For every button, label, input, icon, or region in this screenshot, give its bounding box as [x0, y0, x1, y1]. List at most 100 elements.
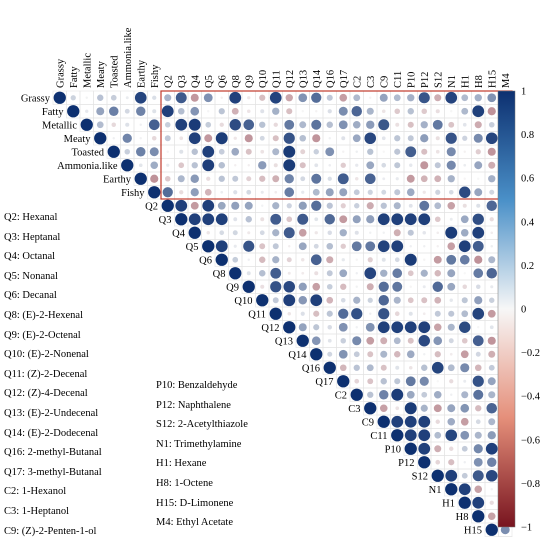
correlation-circle-Earthy-Q11	[272, 175, 280, 183]
legend-entry: P12: Naphthalene	[156, 399, 231, 411]
correlation-circle-Meaty-Q14	[312, 134, 321, 143]
correlation-circle-Q2-S12	[434, 202, 442, 210]
correlation-circle-C9-C9	[377, 415, 390, 428]
correlation-circle-Metallic-H15	[488, 121, 495, 128]
correlation-circle-Q8-N1	[447, 269, 456, 278]
correlation-circle-C3-P10	[404, 402, 417, 415]
correlation-circle-Q10-Q13	[298, 295, 308, 305]
correlation-circle-P12-H8	[473, 457, 483, 467]
correlation-circle-Meaty-Q5	[204, 134, 213, 143]
correlation-circle-Fatty-Q4	[190, 106, 200, 116]
correlation-circle-Metallic-H8	[474, 121, 482, 129]
correlation-circle-Q11-C9	[378, 308, 390, 320]
correlation-circle-Ammonia.like-Q12	[283, 159, 296, 172]
correlation-circle-Ammonia.like-C3	[366, 161, 375, 170]
correlation-circle-Fatty-Ammonia.like	[124, 108, 130, 114]
legend-entry: Q4: Octanal	[4, 251, 56, 263]
correlation-circle-Ammonia.like-Q10	[258, 161, 267, 170]
correlation-circle-Q16-Q16	[323, 361, 336, 374]
row-label-Q16: Q16	[302, 363, 320, 374]
correlation-circle-Q17-P10	[405, 376, 416, 387]
correlation-circle-Q2-C2	[354, 203, 360, 209]
correlation-circle-Earthy-Q4	[190, 174, 199, 183]
correlation-circle-Q4-Q4	[188, 226, 201, 239]
correlation-circle-Q9-S12	[432, 281, 443, 292]
correlation-circle-Earthy-Fishy	[150, 174, 159, 183]
correlation-circle-Meaty-Q17	[341, 136, 346, 141]
correlation-circle-Fatty-H1	[461, 107, 469, 115]
correlation-circle-Grassy-Q6	[220, 96, 223, 99]
row-label-Grassy: Grassy	[21, 93, 51, 104]
correlation-circle-Earthy-Q17	[337, 173, 349, 185]
correlation-circle-Q3-Q10	[260, 217, 265, 222]
correlation-circle-Grassy-C2	[353, 94, 361, 102]
row-label-C9: C9	[362, 417, 374, 428]
correlation-circle-Q2-Q5	[202, 199, 215, 212]
correlation-circle-Grassy-Meaty	[97, 94, 104, 101]
correlation-circle-Toasted-Q5	[202, 145, 215, 158]
colorbar-tick-label: 0	[521, 305, 526, 316]
correlation-circle-Toasted-Q13	[300, 149, 306, 155]
correlation-circle-Q2-Q17	[340, 203, 346, 209]
correlation-circle-Q6-C2	[355, 258, 358, 261]
correlation-circle-Q3-H15	[489, 217, 494, 222]
correlation-circle-Fishy-S12	[435, 189, 441, 195]
row-label-H15: H15	[464, 525, 482, 536]
legend-entry: Q14: (E)-2-Dodecenal	[4, 427, 99, 439]
correlation-circle-Q3-Q17	[339, 215, 348, 224]
correlation-circle-Earthy-Q2	[164, 175, 171, 182]
correlation-circle-Q6-C3	[367, 257, 373, 263]
column-label-Grassy: Grassy	[55, 58, 66, 88]
correlation-circle-Q10-H15	[489, 297, 495, 303]
correlation-circle-Q16-C2	[353, 364, 360, 371]
correlation-circle-Q11-Q16	[326, 310, 333, 317]
correlation-circle-Metallic-Q11	[273, 122, 278, 127]
correlation-circle-Q16-P10	[408, 365, 413, 370]
correlation-circle-Q3-Q6	[215, 213, 228, 226]
correlation-circle-N1-H8	[474, 485, 483, 494]
correlation-circle-Q11-H1	[461, 310, 469, 318]
correlation-circle-Q6-H1	[459, 254, 470, 265]
correlation-circle-Metallic-Ammonia.like	[125, 122, 130, 127]
correlation-circle-Q13-Q17	[340, 338, 346, 344]
legend-entry: H8: 1-Octene	[156, 477, 213, 489]
correlation-circle-Q12-Q17	[338, 322, 348, 332]
correlation-circle-H1-H8	[472, 496, 485, 509]
correlation-circle-Grassy-Fishy	[152, 95, 157, 100]
colorbar-tick-label: −1	[521, 523, 532, 534]
colorbar-tick-label: 0.2	[521, 261, 534, 272]
correlation-circle-Q5-Q13	[298, 242, 307, 251]
row-label-Meaty: Meaty	[64, 134, 92, 145]
correlation-circle-Q14-N1	[449, 352, 453, 356]
correlation-circle-Q13-C3	[366, 336, 375, 345]
correlation-circle-Q8-C3	[364, 267, 377, 280]
row-label-Earthy: Earthy	[103, 174, 132, 185]
correlation-circle-Metallic-P12	[420, 121, 428, 129]
correlation-circle-Metallic-Toasted	[111, 122, 116, 127]
correlation-circle-Grassy-Q13	[298, 93, 308, 103]
correlation-circle-Fatty-Fishy	[152, 109, 157, 114]
correlation-circle-Q2-C9	[380, 202, 387, 209]
correlation-circle-C3-H15	[486, 402, 498, 414]
correlation-circle-Toasted-Q3	[179, 149, 184, 154]
row-label-Q6: Q6	[199, 255, 212, 266]
correlation-circle-Q17-H8	[472, 375, 484, 387]
correlation-circle-Q12-P10	[404, 321, 417, 334]
correlation-circle-Q4-P10	[407, 229, 414, 236]
correlation-circle-Q6-P12	[423, 258, 426, 261]
correlation-circle-Q5-Q16	[326, 242, 334, 250]
correlation-circle-Q14-H1	[460, 350, 469, 359]
correlation-circle-Fishy-C11	[394, 189, 401, 196]
correlation-circle-Toasted-C11	[394, 148, 401, 155]
correlation-circle-Q9-P10	[409, 285, 412, 288]
correlation-circle-C11-H1	[460, 430, 470, 440]
correlation-circle-Grassy-Q2	[164, 94, 172, 102]
correlation-circle-Q11-Q11	[269, 307, 282, 320]
correlation-circle-Q16-H8	[474, 364, 482, 372]
correlation-circle-Earthy-Q16	[327, 176, 332, 181]
correlation-circle-Q6-H15	[488, 256, 496, 264]
correlation-circle-Metallic-N1	[448, 121, 455, 128]
correlation-circle-Q10-Q12	[283, 294, 296, 307]
column-label-Fishy: Fishy	[150, 64, 161, 88]
column-label-Q16: Q16	[325, 70, 336, 88]
